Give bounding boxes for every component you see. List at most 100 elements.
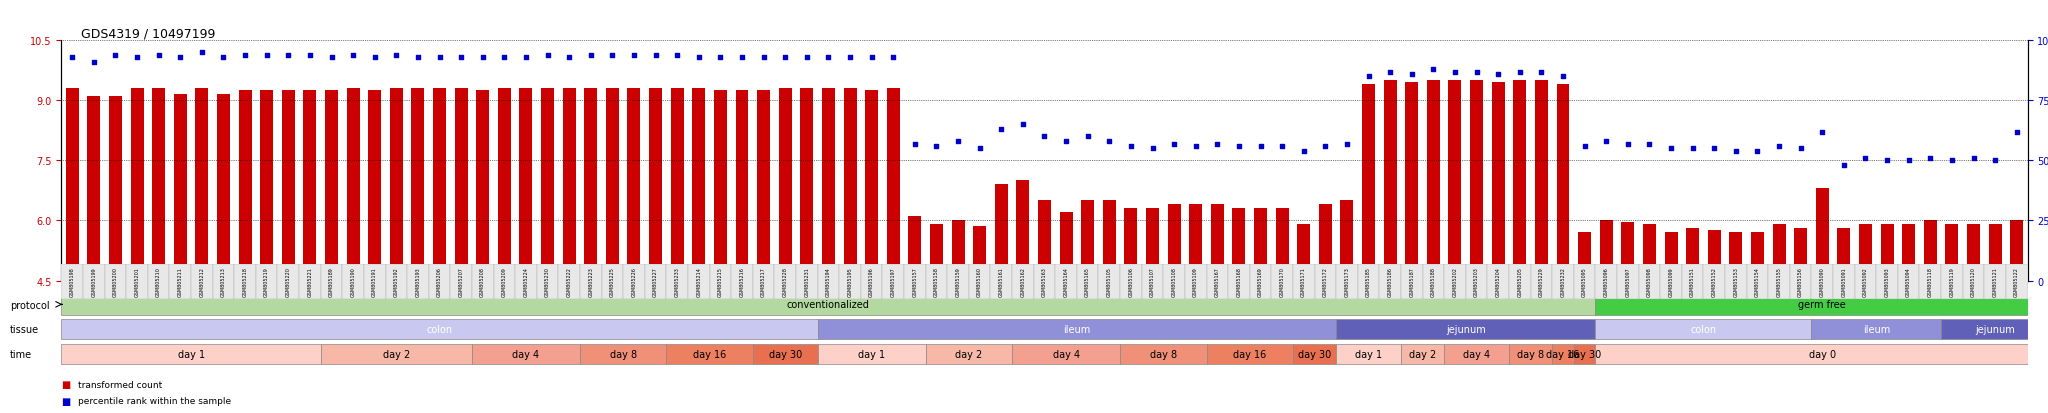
Point bbox=[1094, 139, 1126, 145]
Text: GSM805099: GSM805099 bbox=[1669, 267, 1673, 297]
Text: day 2: day 2 bbox=[1409, 349, 1436, 359]
Point bbox=[1741, 148, 1774, 155]
FancyBboxPatch shape bbox=[1401, 264, 1423, 299]
Bar bbox=[66, 89, 78, 281]
Point bbox=[1114, 143, 1147, 150]
FancyBboxPatch shape bbox=[1942, 264, 1962, 299]
FancyBboxPatch shape bbox=[1012, 264, 1034, 299]
Bar bbox=[1534, 81, 1548, 281]
Bar bbox=[1296, 225, 1311, 281]
Point bbox=[1569, 143, 1602, 150]
Bar bbox=[864, 91, 879, 281]
Text: GSM805215: GSM805215 bbox=[719, 267, 723, 297]
FancyBboxPatch shape bbox=[797, 264, 817, 299]
Bar bbox=[1427, 81, 1440, 281]
Bar bbox=[1751, 233, 1763, 281]
Point bbox=[1051, 139, 1083, 145]
FancyBboxPatch shape bbox=[1876, 264, 1898, 299]
FancyBboxPatch shape bbox=[1292, 264, 1315, 299]
FancyBboxPatch shape bbox=[1595, 264, 1618, 299]
FancyBboxPatch shape bbox=[322, 344, 471, 364]
Text: GSM805091: GSM805091 bbox=[1841, 267, 1847, 297]
Text: GSM805231: GSM805231 bbox=[805, 267, 809, 297]
Bar bbox=[541, 89, 555, 281]
Point bbox=[856, 55, 889, 62]
Bar bbox=[1837, 229, 1849, 281]
Point bbox=[141, 52, 174, 59]
Point bbox=[186, 50, 219, 57]
Bar bbox=[1016, 181, 1030, 281]
Text: GSM805170: GSM805170 bbox=[1280, 267, 1284, 297]
Text: GSM805192: GSM805192 bbox=[393, 267, 399, 297]
Bar bbox=[1622, 223, 1634, 281]
FancyBboxPatch shape bbox=[817, 344, 926, 364]
Point bbox=[336, 52, 369, 59]
FancyBboxPatch shape bbox=[1272, 264, 1292, 299]
Text: GSM805093: GSM805093 bbox=[1884, 267, 1890, 297]
Point bbox=[963, 146, 995, 152]
Text: GSM805163: GSM805163 bbox=[1042, 267, 1047, 297]
Point bbox=[444, 55, 477, 62]
Bar bbox=[1147, 209, 1159, 281]
Bar bbox=[1579, 233, 1591, 281]
FancyBboxPatch shape bbox=[61, 264, 84, 299]
Text: GSM805186: GSM805186 bbox=[1389, 267, 1393, 297]
FancyBboxPatch shape bbox=[623, 264, 645, 299]
Point bbox=[813, 55, 846, 62]
Text: GSM805205: GSM805205 bbox=[1518, 267, 1522, 297]
FancyBboxPatch shape bbox=[1747, 264, 1767, 299]
Text: jejunum: jejunum bbox=[1974, 324, 2015, 335]
Bar bbox=[1903, 225, 1915, 281]
Text: GSM805151: GSM805151 bbox=[1690, 267, 1696, 297]
Bar bbox=[1470, 81, 1483, 281]
Bar bbox=[1513, 81, 1526, 281]
Text: GSM805121: GSM805121 bbox=[1993, 267, 1997, 297]
FancyBboxPatch shape bbox=[256, 264, 276, 299]
Point bbox=[1784, 146, 1817, 152]
FancyBboxPatch shape bbox=[1573, 264, 1595, 299]
FancyBboxPatch shape bbox=[213, 264, 233, 299]
Text: GSM805106: GSM805106 bbox=[1128, 267, 1133, 297]
Text: ileum: ileum bbox=[1063, 324, 1090, 335]
Bar bbox=[1923, 221, 1937, 281]
FancyBboxPatch shape bbox=[1120, 264, 1141, 299]
Bar bbox=[1362, 85, 1374, 281]
FancyBboxPatch shape bbox=[471, 264, 494, 299]
Point bbox=[487, 55, 520, 62]
Point bbox=[1137, 146, 1169, 152]
Point bbox=[1589, 139, 1622, 145]
FancyBboxPatch shape bbox=[1466, 264, 1487, 299]
Text: GSM805188: GSM805188 bbox=[1432, 267, 1436, 297]
Text: GSM805202: GSM805202 bbox=[1452, 267, 1458, 297]
FancyBboxPatch shape bbox=[2005, 264, 2028, 299]
Point bbox=[1417, 67, 1450, 74]
Point bbox=[1526, 69, 1559, 76]
FancyBboxPatch shape bbox=[1335, 344, 1401, 364]
Text: GSM805118: GSM805118 bbox=[1927, 267, 1933, 297]
Point bbox=[358, 55, 391, 62]
FancyBboxPatch shape bbox=[385, 264, 408, 299]
FancyBboxPatch shape bbox=[1661, 264, 1681, 299]
Text: GSM805191: GSM805191 bbox=[373, 267, 377, 297]
Bar bbox=[670, 89, 684, 281]
Bar bbox=[821, 89, 836, 281]
Point bbox=[877, 55, 909, 62]
Text: GSM805165: GSM805165 bbox=[1085, 267, 1090, 297]
FancyBboxPatch shape bbox=[1315, 264, 1335, 299]
Text: GDS4319 / 10497199: GDS4319 / 10497199 bbox=[82, 27, 215, 40]
Bar bbox=[88, 97, 100, 281]
FancyBboxPatch shape bbox=[365, 264, 385, 299]
Text: GSM805216: GSM805216 bbox=[739, 267, 745, 297]
Point bbox=[293, 52, 326, 59]
Point bbox=[1243, 143, 1276, 150]
Bar bbox=[2011, 221, 2023, 281]
FancyBboxPatch shape bbox=[1942, 319, 2048, 339]
Point bbox=[164, 55, 197, 62]
FancyBboxPatch shape bbox=[817, 319, 1335, 339]
Point bbox=[662, 52, 694, 59]
Text: day 8: day 8 bbox=[1518, 349, 1544, 359]
Text: GSM805164: GSM805164 bbox=[1063, 267, 1069, 297]
Point bbox=[1180, 143, 1212, 150]
Text: GSM805232: GSM805232 bbox=[1561, 267, 1565, 297]
FancyBboxPatch shape bbox=[516, 264, 537, 299]
